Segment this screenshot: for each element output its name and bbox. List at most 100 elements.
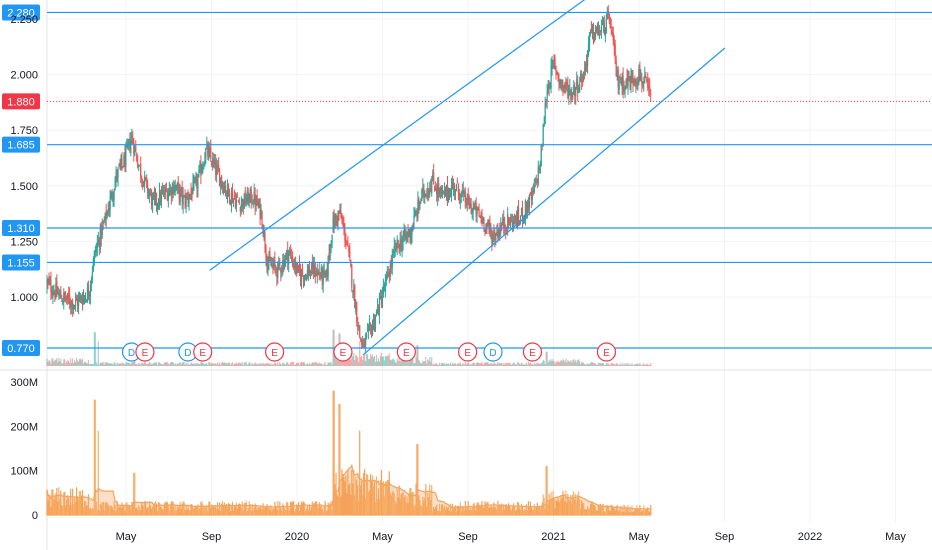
candle-body	[562, 86, 564, 88]
earnings-marker[interactable]: E	[135, 342, 155, 362]
earnings-marker[interactable]: E	[458, 342, 478, 362]
volume-bar	[131, 501, 133, 515]
overlay-volume-bar	[109, 363, 111, 366]
overlay-volume-bar	[416, 345, 418, 366]
volume-bar	[323, 506, 325, 515]
candle-body	[139, 165, 141, 167]
volume-bar	[221, 501, 224, 515]
overlay-volume-bar	[297, 362, 300, 366]
earnings-marker[interactable]: E	[193, 342, 213, 362]
volume-bar	[638, 509, 640, 515]
overlay-volume-bar	[426, 363, 428, 366]
volume-bar	[300, 501, 303, 515]
candle-body	[112, 196, 114, 199]
overlay-volume-bar	[355, 354, 357, 366]
volume-bar	[104, 502, 106, 515]
overlay-volume-bar	[161, 364, 164, 366]
candle-body	[428, 188, 430, 193]
volume-bar	[416, 444, 418, 515]
overlay-volume-bar	[300, 361, 303, 366]
overlay-volume-bar	[591, 362, 594, 366]
volume-bar	[227, 503, 230, 515]
candle-body	[145, 177, 147, 180]
candle-body	[69, 296, 71, 305]
overlay-volume-bar	[236, 364, 238, 366]
volume-bar	[454, 505, 456, 515]
overlay-volume-bar	[561, 360, 563, 366]
marker-circle	[596, 342, 617, 362]
candle-body	[447, 191, 450, 201]
earnings-marker[interactable]: E	[596, 342, 617, 362]
candle-body	[369, 324, 372, 327]
overlay-volume-bar	[576, 362, 578, 366]
candle-body	[172, 184, 174, 195]
overlay-volume-bar	[427, 359, 429, 366]
overlay-volume-bar	[308, 362, 310, 366]
candle-body	[175, 187, 177, 189]
overlay-volume-bar	[131, 362, 133, 366]
volume-bar	[609, 511, 611, 515]
volume-bar	[380, 469, 383, 515]
volume-bar	[148, 506, 150, 515]
volume-bar	[428, 496, 430, 515]
volume-bar	[212, 506, 214, 515]
overlay-volume-bar	[215, 363, 217, 366]
earnings-marker[interactable]: E	[522, 342, 543, 362]
overlay-volume-bar	[459, 362, 461, 366]
volume-bar	[209, 501, 211, 515]
volume-bar	[268, 506, 270, 515]
overlay-volume-bar	[241, 362, 243, 366]
candle-body	[301, 269, 304, 275]
overlay-volume-bar	[113, 362, 115, 366]
volume-bar	[262, 503, 264, 515]
overlay-volume-bar	[549, 361, 551, 366]
volume-bar	[467, 501, 469, 515]
drawings[interactable]	[47, 0, 932, 356]
candle-body	[212, 158, 214, 168]
overlay-volume-bar	[271, 364, 273, 366]
volume-tick-label: 100M	[10, 466, 38, 478]
candle-body	[466, 194, 468, 205]
candle-body	[539, 163, 541, 174]
candle-body	[626, 77, 628, 84]
overlay-volume-bar	[414, 362, 416, 366]
volume-bar	[153, 503, 156, 515]
volume-bar	[288, 508, 290, 515]
volume-bar	[394, 501, 396, 515]
volume-bar	[371, 475, 374, 515]
overlay-volume-bar	[261, 364, 263, 366]
volume-bar	[377, 488, 380, 515]
earnings-marker[interactable]: E	[396, 342, 416, 362]
volume-bar	[180, 508, 182, 515]
overlay-volume-bar	[585, 364, 587, 366]
earnings-marker[interactable]: E	[333, 342, 353, 362]
candle-body	[318, 271, 320, 276]
earnings-marker[interactable]: E	[264, 342, 285, 362]
candle-body	[408, 229, 410, 238]
candle-body	[180, 188, 182, 190]
overlay-volume-bar	[374, 362, 377, 366]
overlay-volume-bar	[388, 353, 390, 366]
overlay-volume-bar	[159, 363, 162, 366]
overlay-volume-bar	[552, 359, 554, 366]
candle-body	[218, 165, 220, 173]
volume-bar	[201, 501, 203, 515]
overlay-volume-bar	[508, 362, 510, 366]
volume-bar	[207, 511, 209, 515]
overlay-volume-bar	[72, 358, 74, 366]
candle-body	[120, 158, 122, 165]
candle-body	[499, 230, 501, 235]
overlay-volume-bar	[599, 362, 602, 366]
candle-body	[598, 32, 601, 39]
dividend-marker[interactable]: D	[483, 342, 503, 362]
candle-body	[271, 265, 273, 268]
overlay-volume-bar	[321, 364, 323, 366]
candle-body	[452, 182, 455, 189]
dividend-marker[interactable]: D	[121, 342, 142, 362]
volume-bar	[236, 508, 238, 515]
overlay-volume-bar	[638, 364, 640, 366]
candle-body	[576, 78, 578, 88]
candle-body	[162, 190, 165, 195]
